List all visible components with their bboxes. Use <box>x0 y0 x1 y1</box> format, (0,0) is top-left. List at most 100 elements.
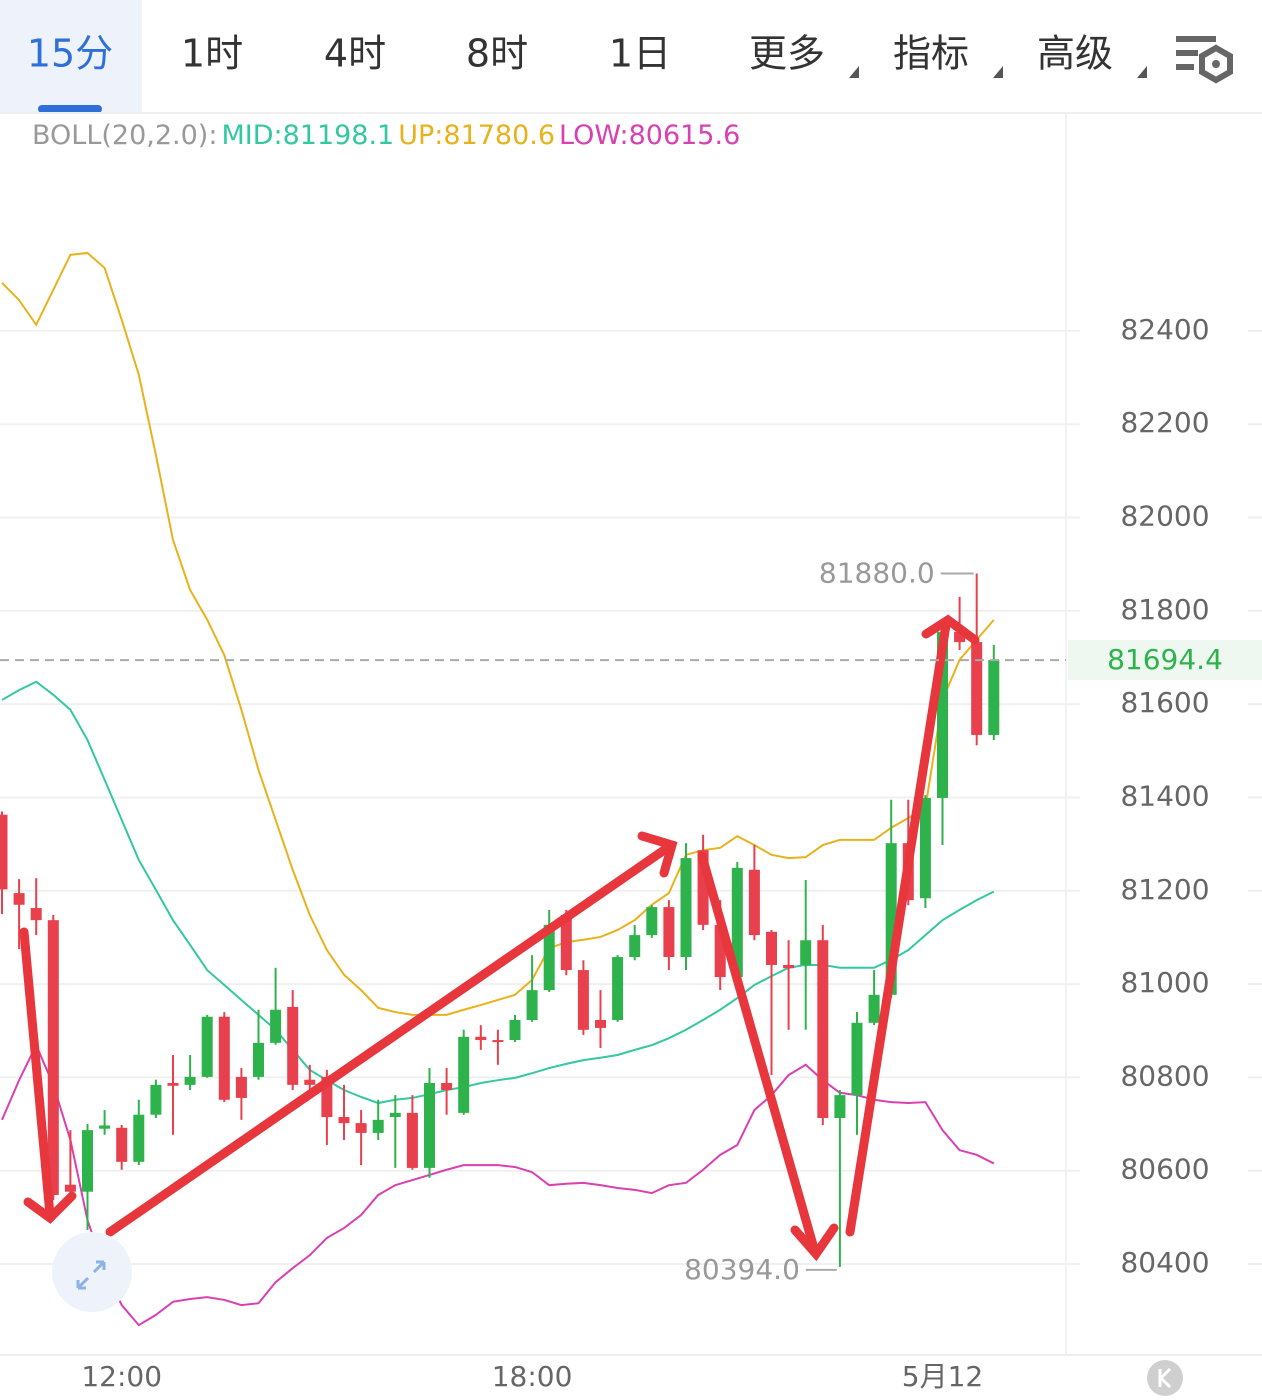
icon-hex <box>1199 44 1233 84</box>
y-tick-label: 81600 <box>1120 686 1209 719</box>
last-price-label: 81694.4 <box>1107 643 1223 676</box>
candle-body <box>458 1036 470 1113</box>
candle-body <box>82 1130 93 1192</box>
candle-body <box>424 1082 435 1168</box>
candle-body <box>201 1016 213 1077</box>
low-label: 80394.0 <box>684 1253 800 1286</box>
icon-bar <box>1176 64 1194 70</box>
candle-body <box>646 907 658 936</box>
candle-body <box>954 631 966 643</box>
x-tick-label: 12:00 <box>81 1360 162 1393</box>
candle-body <box>851 1022 863 1096</box>
active-tab-bg <box>0 0 142 113</box>
candle-body <box>919 797 931 899</box>
expand-icon[interactable] <box>52 1232 132 1312</box>
active-tab-indicator <box>38 105 102 113</box>
x-tick-label: 18:00 <box>492 1360 573 1393</box>
candle-body <box>338 1117 350 1124</box>
arrow <box>845 620 951 1237</box>
candle-body <box>133 1114 145 1162</box>
candle-body <box>817 940 829 1118</box>
candle-body <box>304 1079 316 1085</box>
y-tick-label: 81800 <box>1120 593 1209 626</box>
last-price-bg <box>1068 640 1262 681</box>
y-tick-label: 82000 <box>1120 500 1209 533</box>
candle-body <box>287 1006 299 1085</box>
candle-body <box>150 1084 162 1115</box>
kline-icon[interactable] <box>1147 1360 1183 1396</box>
tab[interactable]: 8时 <box>466 32 528 76</box>
high-label: 81880.0 <box>819 557 935 590</box>
icon-glyph <box>1158 1367 1172 1389</box>
dropdown-caret <box>993 66 1003 78</box>
candle-body <box>47 920 59 1195</box>
candle-body <box>868 994 880 1023</box>
legend-item: UP:81780.6 <box>398 120 555 151</box>
candle-body <box>612 957 624 1021</box>
icon-bar <box>1176 50 1198 56</box>
candle-body <box>543 924 555 991</box>
candle-body <box>492 1040 504 1043</box>
boll-lines <box>1 251 995 1327</box>
icon-bg <box>1147 1360 1183 1396</box>
legend-item: MID:81198.1 <box>221 120 394 151</box>
candle-body <box>389 1112 401 1118</box>
candle-body <box>526 990 538 1021</box>
tab[interactable]: 4时 <box>324 32 386 76</box>
candle-body <box>184 1076 196 1085</box>
tab[interactable]: 指标 <box>893 32 969 76</box>
candle-body <box>253 1042 264 1077</box>
settings-icon[interactable] <box>1176 36 1233 84</box>
tab[interactable]: 15分 <box>27 32 113 76</box>
boll-line <box>1 251 995 1016</box>
y-tick-label: 80400 <box>1120 1246 1209 1279</box>
arrow-head <box>23 1191 77 1224</box>
arrow-head <box>921 614 980 645</box>
candle-body <box>321 1076 333 1118</box>
candle-body <box>235 1076 247 1098</box>
y-tick-label: 82400 <box>1120 313 1209 346</box>
y-tick-label: 81200 <box>1120 873 1209 906</box>
tab[interactable]: 更多 <box>749 32 825 76</box>
icon-dot <box>1212 60 1220 68</box>
x-tick-label: 5月12 <box>902 1360 983 1393</box>
candle-body <box>595 1020 606 1028</box>
arrow <box>697 851 820 1257</box>
candle-body <box>99 1125 111 1129</box>
boll-line <box>1 1042 995 1327</box>
candle-body <box>355 1123 367 1133</box>
tab[interactable]: 高级 <box>1037 32 1113 76</box>
y-tick-label: 80800 <box>1120 1059 1209 1092</box>
tab[interactable]: 1日 <box>609 32 671 76</box>
candle-body <box>372 1119 384 1133</box>
candle-body <box>766 931 777 965</box>
arrow-head <box>790 1223 839 1262</box>
candle-body <box>988 660 1000 735</box>
candle-body <box>0 814 8 890</box>
dropdown-caret <box>1137 66 1147 78</box>
dropdown-caret <box>849 66 859 78</box>
tab[interactable]: 1时 <box>181 32 243 76</box>
boll-line <box>1 680 995 1105</box>
icon-bar <box>1176 36 1216 42</box>
candle-body <box>167 1082 179 1086</box>
candle-body <box>64 1184 76 1192</box>
candles <box>0 573 1000 1267</box>
legend-item: BOLL(20,2.0): <box>32 120 217 151</box>
trend-arrows <box>19 614 980 1262</box>
candle-body <box>663 907 675 958</box>
arrow-head <box>637 831 678 878</box>
candle-body <box>509 1020 521 1041</box>
candle-body <box>441 1082 453 1090</box>
icon-bg <box>52 1232 132 1312</box>
indicator-legend: BOLL(20,2.0): MID:81198.1 UP:81780.6 LOW:80… <box>32 120 740 151</box>
candle-body <box>218 1016 230 1100</box>
candle-body <box>30 908 42 921</box>
candle-body <box>885 843 897 995</box>
candle-body <box>748 869 760 936</box>
candle-body <box>406 1112 418 1168</box>
candle-body <box>834 1095 846 1118</box>
candle-body <box>680 858 692 958</box>
